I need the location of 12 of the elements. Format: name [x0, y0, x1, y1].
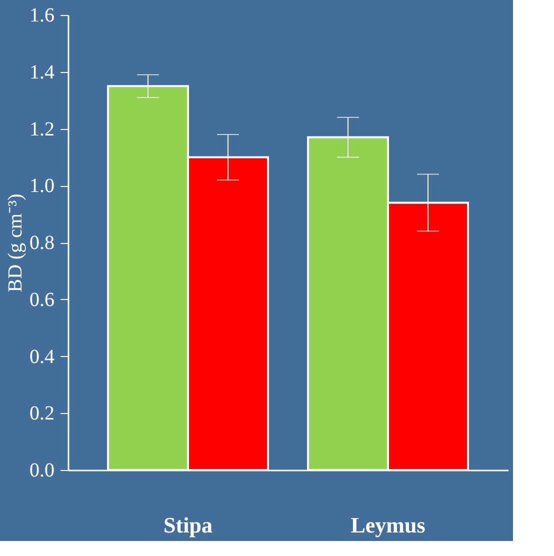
y-tick-label: 1.0 — [30, 175, 54, 198]
y-tick-label: 0.0 — [30, 460, 54, 482]
y-tick-label: 0.6 — [30, 288, 54, 311]
y-tick-label: 0.2 — [30, 402, 54, 425]
x-tick-label: Leymus — [350, 512, 426, 538]
y-tick-label: 1.4 — [30, 61, 54, 84]
x-tick-label: Stipa — [164, 512, 212, 538]
y-axis-title: BD (g cm⁻³) — [4, 194, 26, 292]
y-tick-label: 0.8 — [30, 232, 54, 254]
y-tick-label: 0.4 — [30, 346, 54, 368]
y-tick-label: 1.6 — [30, 4, 54, 26]
y-tick-label: 1.2 — [30, 118, 54, 140]
